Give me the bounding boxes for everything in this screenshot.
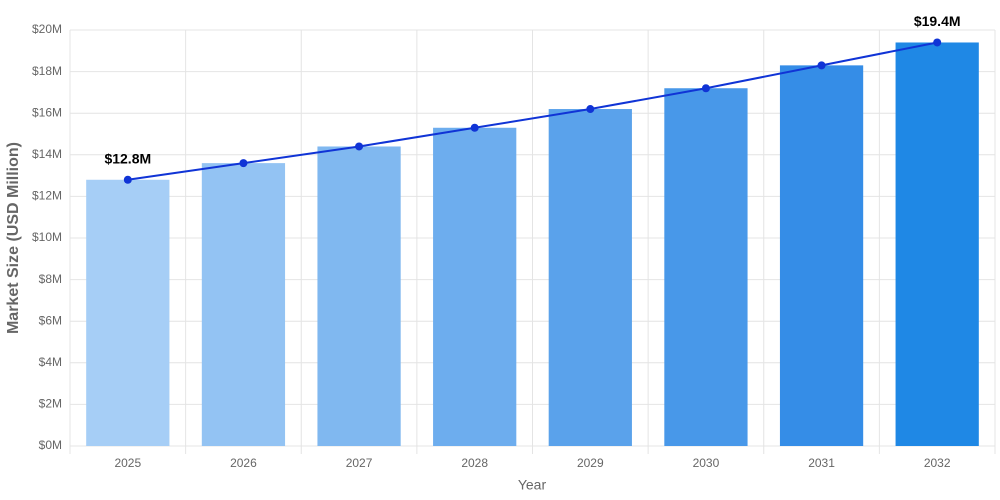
x-axis-title: Year	[518, 477, 547, 493]
bar	[779, 65, 864, 447]
x-tick-label: 2025	[114, 456, 141, 470]
point	[817, 61, 826, 70]
x-tick-label: 2030	[693, 456, 720, 470]
x-tick-label: 2027	[346, 456, 373, 470]
x-tick-label: 2026	[230, 456, 257, 470]
bar	[664, 88, 748, 447]
bar	[317, 146, 401, 447]
bar	[433, 127, 517, 446]
y-tick-label: $18M	[32, 64, 62, 78]
y-tick-label: $4M	[39, 355, 62, 369]
x-tick-label: 2029	[577, 456, 604, 470]
point	[933, 38, 942, 47]
y-tick-label: $2M	[39, 397, 62, 411]
y-tick-label: $20M	[32, 22, 62, 36]
point	[123, 175, 132, 184]
bar	[86, 179, 170, 446]
x-tick-label: 2028	[461, 456, 488, 470]
trend-line	[127, 41, 938, 181]
y-axis-title: Market Size (USD Million)	[5, 142, 22, 334]
x-tick-label: 2031	[808, 456, 835, 470]
y-tick-label: $8M	[39, 272, 62, 286]
point	[239, 159, 248, 168]
point	[470, 123, 479, 132]
point	[586, 105, 595, 114]
point	[701, 84, 710, 93]
x-tick-label: 2032	[924, 456, 951, 470]
y-tick-label: $6M	[39, 313, 62, 327]
bar	[548, 109, 632, 446]
bar	[201, 163, 286, 446]
point	[355, 142, 364, 151]
y-tick-label: $16M	[32, 105, 62, 119]
y-tick-label: $12M	[32, 189, 62, 203]
value-label: $19.4M	[914, 13, 961, 29]
y-tick-label: $0M	[39, 438, 62, 452]
value-label: $12.8M	[104, 150, 151, 166]
y-tick-label: $10M	[32, 230, 62, 244]
y-tick-label: $14M	[32, 147, 62, 161]
bar	[895, 42, 979, 446]
